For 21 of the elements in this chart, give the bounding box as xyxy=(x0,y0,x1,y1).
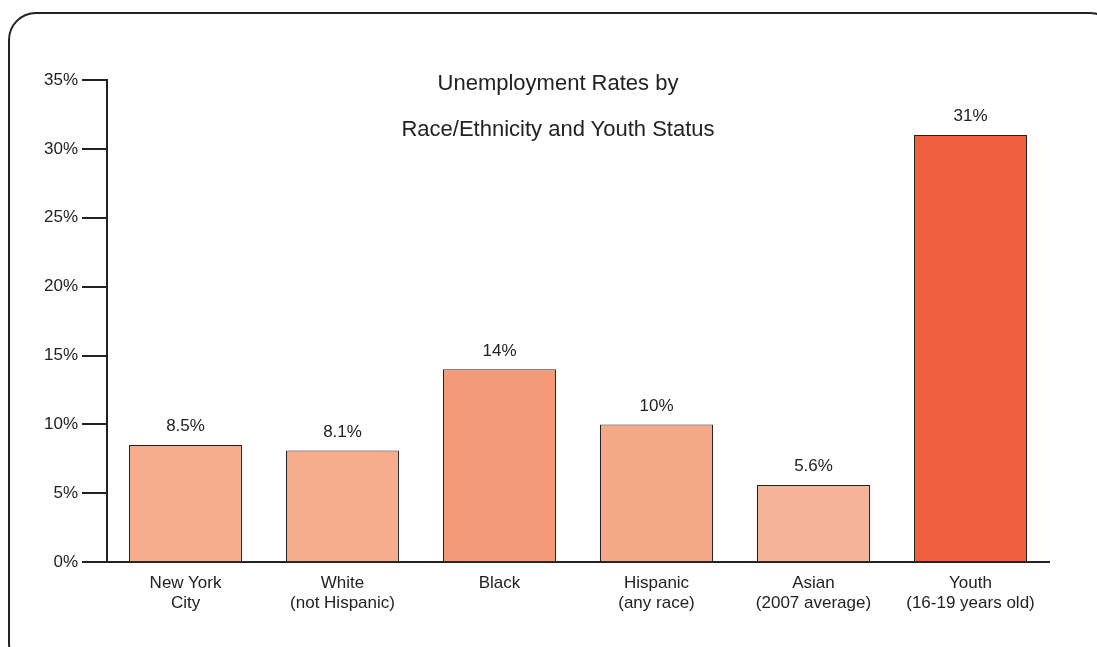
y-tick-label: 10% xyxy=(43,414,79,434)
y-tick-label: 5% xyxy=(53,483,79,502)
y-tick-label: 30% xyxy=(43,138,79,158)
x-tick-label: Black xyxy=(478,573,521,593)
y-tick-label: 35% xyxy=(43,69,79,89)
y-tick-label: 0% xyxy=(53,551,79,571)
x-tick-label: Hispanic (any race) xyxy=(618,573,695,613)
data-label: 14% xyxy=(482,340,517,360)
y-tick-label: 15% xyxy=(43,345,79,365)
y-tick-label: 20% xyxy=(43,276,79,296)
data-label: 5.6% xyxy=(794,456,833,476)
x-tick-label: Youth (16-19 years old) xyxy=(906,573,1035,613)
x-tick-label: Asian (2007 average) xyxy=(755,573,872,613)
text: Unemployment Rates by Race/Ethnicity and Youth Status xyxy=(400,69,716,143)
data-label: 31% xyxy=(953,106,988,126)
y-tick-label: 25% xyxy=(43,207,79,227)
data-label: 8.1% xyxy=(323,421,362,441)
x-tick-label: New York City xyxy=(149,573,222,613)
data-label: 8.5% xyxy=(166,416,205,436)
data-label: 10% xyxy=(639,395,674,415)
x-tick-label: White (not Hispanic) xyxy=(290,573,395,613)
